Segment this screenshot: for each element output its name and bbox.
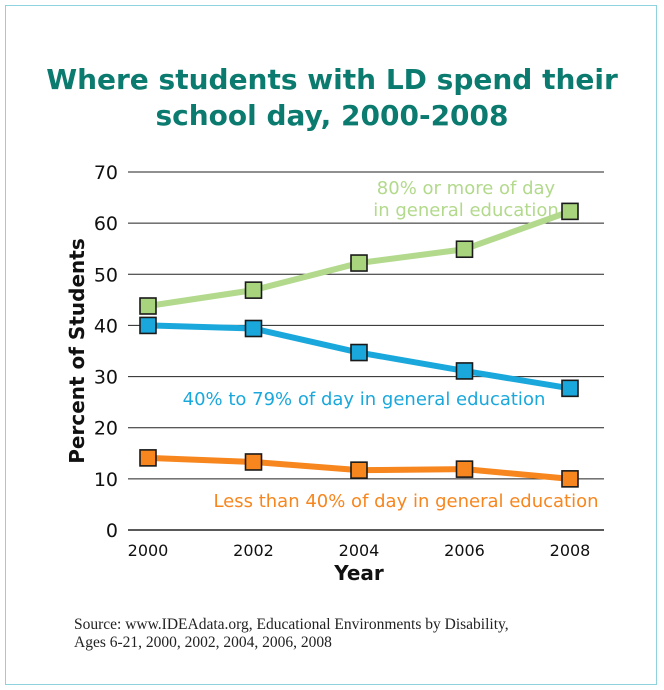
data-point-low-inclusion — [455, 460, 474, 478]
data-point-high-inclusion — [455, 240, 474, 259]
data-point-high-inclusion — [244, 281, 263, 299]
y-tick-label: 60 — [94, 213, 118, 235]
chart-title-line-2: school day, 2000-2008 — [155, 99, 509, 132]
series-label-low-inclusion: Less than 40% of day in general educatio… — [213, 491, 598, 512]
y-tick-label: 20 — [94, 418, 118, 440]
data-point-mid-inclusion — [561, 379, 579, 398]
y-tick-label: 40 — [94, 315, 118, 337]
data-point-mid-inclusion — [139, 316, 157, 335]
chart-frame — [5, 5, 657, 685]
y-tick-label: 0 — [106, 520, 118, 542]
data-point-low-inclusion — [350, 461, 368, 479]
series-label-mid-inclusion: 40% to 79% of day in general education — [183, 389, 546, 410]
y-axis-title: Percent of Students — [65, 238, 89, 463]
data-point-low-inclusion — [244, 453, 263, 471]
x-tick-label: 2004 — [339, 541, 380, 560]
series-label-high-inclusion: in general education — [373, 200, 559, 221]
source-note: Source: www.IDEAdata.org, Educational En… — [74, 616, 634, 652]
series-label-high-inclusion: 80% or more of day — [377, 178, 556, 199]
y-tick-label: 70 — [94, 162, 118, 184]
x-tick-label: 2008 — [550, 541, 591, 560]
data-point-mid-inclusion — [244, 319, 263, 338]
data-point-low-inclusion — [561, 470, 579, 488]
y-tick-label: 50 — [94, 264, 118, 286]
source-line-2: Ages 6-21, 2000, 2002, 2004, 2006, 2008 — [74, 634, 332, 651]
data-point-low-inclusion — [139, 449, 157, 467]
x-tick-label: 2000 — [128, 541, 169, 560]
chart-title-line-1: Where students with LD spend their — [46, 63, 618, 96]
x-tick-label: 2006 — [444, 541, 485, 560]
source-line-1: Source: www.IDEAdata.org, Educational En… — [74, 616, 509, 633]
data-point-high-inclusion — [350, 254, 368, 272]
chart-title: Where students with LD spend their schoo… — [0, 62, 664, 134]
y-tick-label: 10 — [94, 469, 118, 491]
data-point-high-inclusion — [561, 202, 579, 221]
data-point-mid-inclusion — [455, 362, 474, 380]
x-axis-title: Year — [333, 561, 384, 585]
y-tick-label: 30 — [94, 367, 118, 389]
data-point-high-inclusion — [139, 297, 157, 315]
x-tick-label: 2002 — [233, 541, 274, 560]
data-point-mid-inclusion — [350, 343, 368, 362]
